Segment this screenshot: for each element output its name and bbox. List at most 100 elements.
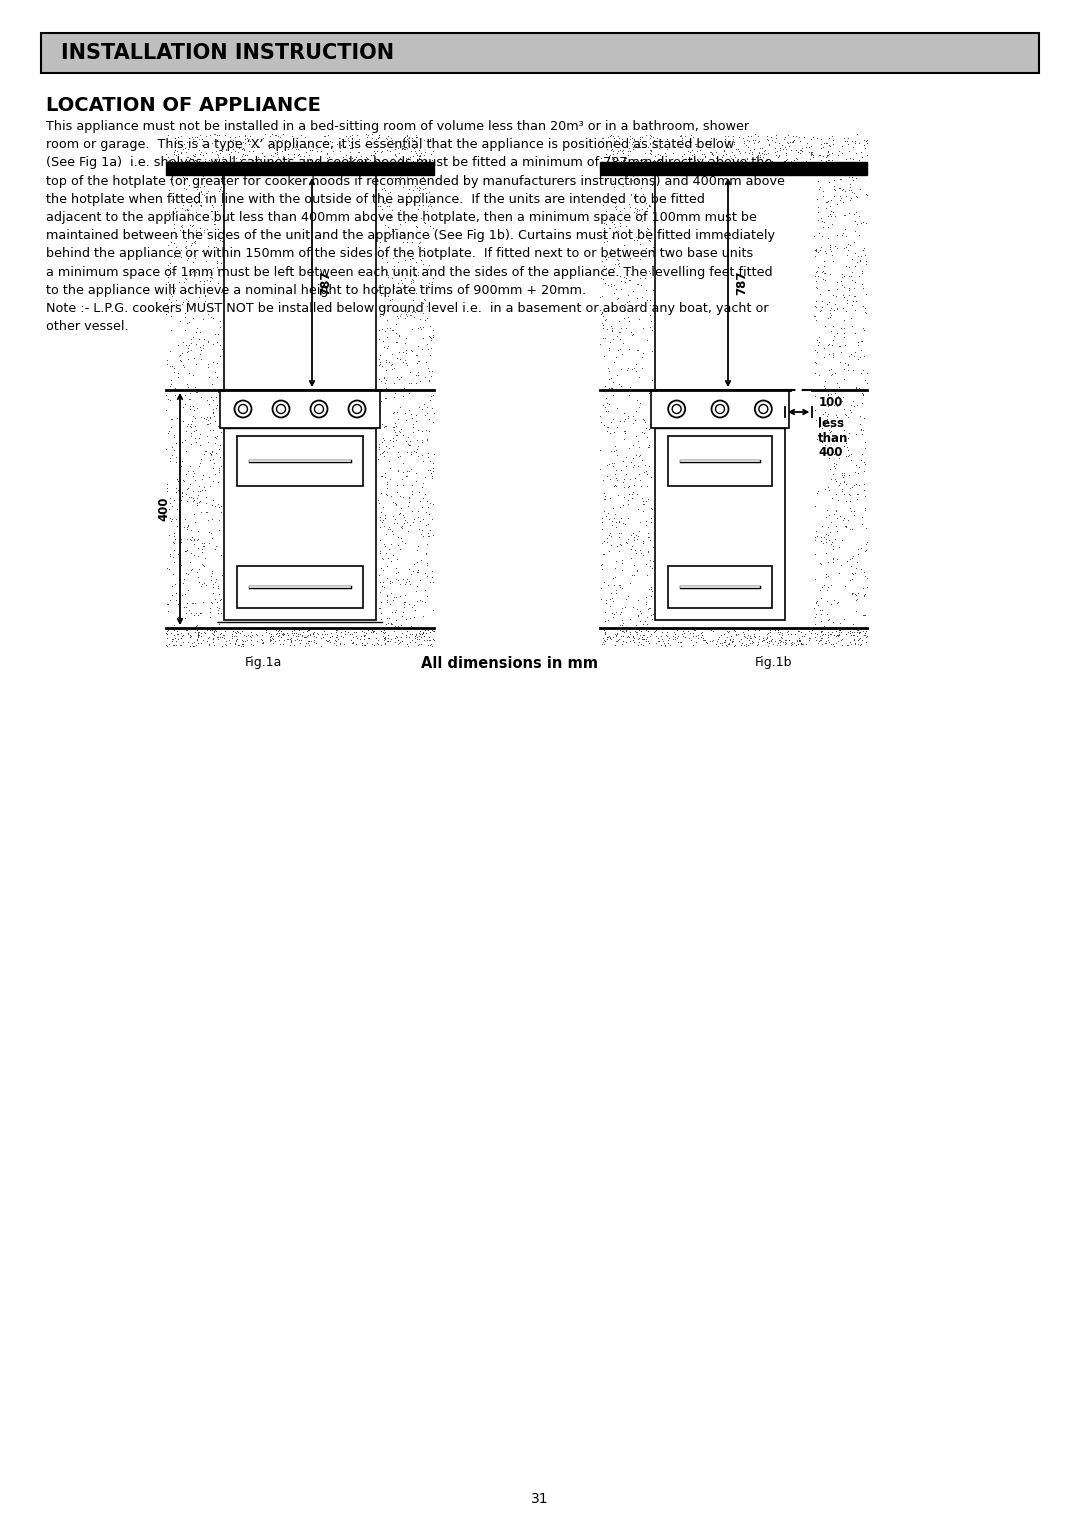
Point [858,144,875,168]
Point [615,157,632,182]
Point [856,564,874,588]
Point [852,536,869,561]
Point [377,625,394,649]
Point [384,416,402,440]
Point [231,124,248,148]
Point [163,167,180,191]
Point [687,623,704,648]
Point [170,478,187,503]
Point [395,591,413,616]
Point [189,177,206,202]
Point [805,125,822,150]
Point [315,124,333,148]
Point [175,354,192,379]
Point [630,604,647,628]
Point [167,156,185,180]
Point [618,461,635,486]
Point [826,468,843,492]
Point [173,341,190,365]
Point [159,124,176,148]
Point [631,518,648,542]
Point [195,619,213,643]
Point [846,229,863,254]
Point [854,377,872,402]
Point [605,454,622,478]
Point [424,131,442,156]
Point [181,634,199,659]
Point [228,134,245,159]
Point [730,124,747,148]
Point [208,610,226,634]
Point [368,631,386,656]
Point [273,139,291,163]
Point [365,619,382,643]
Point [406,623,423,648]
Point [203,591,220,616]
Point [327,625,345,649]
Point [163,275,180,299]
Point [766,628,783,652]
Point [808,590,825,614]
Point [241,623,258,648]
Point [320,630,337,654]
Point [179,512,197,536]
Point [854,272,872,296]
Point [181,396,199,420]
Point [602,241,619,266]
Point [190,148,207,173]
Point [599,573,617,597]
Point [613,139,631,163]
Point [832,167,849,191]
Point [180,130,198,154]
Point [370,327,388,351]
Point [603,524,620,549]
Point [403,622,420,646]
Point [401,490,418,515]
Point [827,284,845,309]
Point [160,617,177,642]
Point [396,248,414,272]
Point [176,428,193,452]
Point [173,484,190,509]
Point [241,131,258,156]
Point [262,130,280,154]
Point [692,625,710,649]
Point [642,261,659,286]
Point [613,127,631,151]
Point [644,238,661,263]
Point [650,628,667,652]
Point [185,160,202,185]
Point [226,633,243,657]
Point [764,626,781,651]
Point [205,212,222,237]
Point [383,351,401,376]
Point [408,625,426,649]
Point [726,144,743,168]
Point [384,542,402,567]
Point [424,626,442,651]
Point [835,162,852,186]
Point [842,400,860,425]
Point [742,124,759,148]
Point [405,507,422,532]
Point [704,142,721,167]
Point [629,197,646,222]
Point [163,162,180,186]
Point [292,134,309,159]
Point [420,163,437,188]
Point [853,442,870,466]
Point [824,211,841,235]
Point [850,203,867,228]
Point [312,150,329,174]
Point [158,303,175,327]
Point [187,332,204,356]
Point [206,425,224,449]
Point [341,622,359,646]
Point [192,139,210,163]
Point [745,617,762,642]
Point [789,633,807,657]
Point [751,623,768,648]
Point [856,604,874,628]
Point [608,620,625,645]
Point [162,368,179,393]
